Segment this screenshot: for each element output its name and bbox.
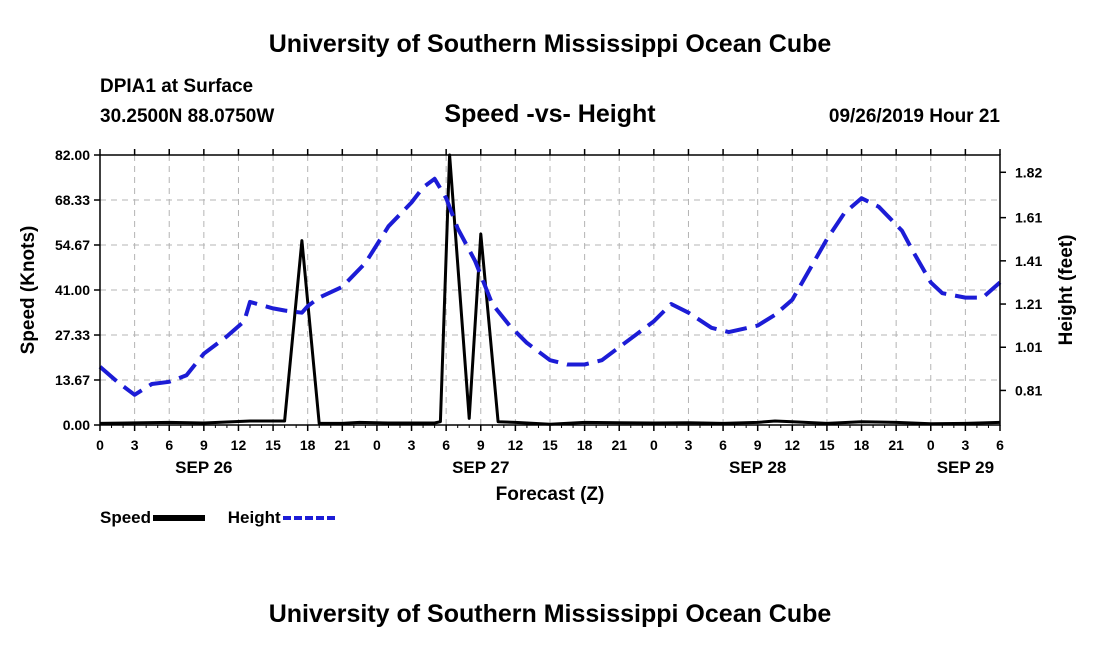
x-tick-label: 0 xyxy=(650,437,658,453)
series-lines xyxy=(98,153,1002,426)
x-tick-label: 18 xyxy=(300,437,316,453)
x-tick-label: 3 xyxy=(961,437,969,453)
x-tick-label: 6 xyxy=(719,437,727,453)
y-tick-label: 82.00 xyxy=(55,147,90,163)
x-tick-label: 9 xyxy=(477,437,485,453)
axis-ticks xyxy=(94,149,1006,431)
x-tick-label: 12 xyxy=(785,437,801,453)
x-date-label: SEP 29 xyxy=(937,458,994,477)
x-tick-label: 0 xyxy=(96,437,104,453)
x-tick-label: 6 xyxy=(442,437,450,453)
x-tick-label: 21 xyxy=(335,437,351,453)
x-tick-label: 21 xyxy=(888,437,904,453)
legend-swatch-height xyxy=(282,516,335,520)
x-tick-label: 9 xyxy=(754,437,762,453)
x-date-label: SEP 28 xyxy=(729,458,786,477)
x-tick-label: 9 xyxy=(200,437,208,453)
x-tick-label: 12 xyxy=(231,437,247,453)
y-tick-label: 0.00 xyxy=(63,417,90,433)
page-title: University of Southern Mississippi Ocean… xyxy=(268,30,832,58)
x-tick-label: 0 xyxy=(373,437,381,453)
footer-title: University of Southern Mississippi Ocean… xyxy=(268,600,832,628)
x-tick-label: 6 xyxy=(165,437,173,453)
legend-item-speed: Speed xyxy=(100,508,206,528)
y2-tick-label: 1.61 xyxy=(1015,210,1042,226)
y2-tick-label: 1.41 xyxy=(1015,253,1042,269)
legend-label-speed: Speed xyxy=(100,508,152,527)
grid xyxy=(100,155,1000,425)
legend-label-height: Height xyxy=(227,508,281,527)
x-date-label: SEP 27 xyxy=(452,458,509,477)
y-tick-label: 68.33 xyxy=(55,192,90,208)
x-tick-label: 3 xyxy=(408,437,416,453)
y2-axis-title: Height (feet) xyxy=(1056,235,1077,346)
series-line-speed xyxy=(99,153,1001,426)
x-axis-title: Forecast (Z) xyxy=(496,484,605,505)
station-name: DPIA1 at Surface xyxy=(100,76,254,97)
x-tick-label: 15 xyxy=(265,437,281,453)
y-tick-label: 54.67 xyxy=(55,237,90,253)
x-tick-label: 3 xyxy=(131,437,139,453)
x-date-label: SEP 26 xyxy=(175,458,232,477)
y-tick-label: 13.67 xyxy=(55,372,90,388)
axis-labels: 0 3 6 9 12 15 18 21 0 3 6 9 12 15 18 21 0 3 6 9 12 15 18 21 0 3 6 0… xyxy=(18,147,1077,505)
chart-title: Speed -vs- Height xyxy=(444,100,656,128)
y2-tick-label: 1.82 xyxy=(1015,164,1042,180)
forecast-datetime: 09/26/2019 Hour 21 xyxy=(828,106,1000,127)
x-tick-label: 18 xyxy=(577,437,593,453)
y-axis-title: Speed (Knots) xyxy=(18,226,39,355)
series-line-height xyxy=(98,176,1002,397)
y-tick-label: 27.33 xyxy=(55,327,90,343)
y2-tick-label: 1.01 xyxy=(1015,339,1042,355)
x-tick-label: 3 xyxy=(685,437,693,453)
y2-tick-label: 0.81 xyxy=(1015,382,1042,398)
legend-swatch-speed xyxy=(153,515,206,521)
y-tick-label: 41.00 xyxy=(55,282,90,298)
x-tick-label: 18 xyxy=(854,437,870,453)
x-tick-label: 15 xyxy=(542,437,558,453)
x-tick-label: 12 xyxy=(508,437,524,453)
x-tick-label: 6 xyxy=(996,437,1004,453)
legend: Speed Height xyxy=(100,508,353,528)
x-tick-label: 21 xyxy=(611,437,627,453)
station-coordinates: 30.2500N 88.0750W xyxy=(100,106,275,127)
y2-tick-label: 1.21 xyxy=(1015,296,1042,312)
legend-item-height: Height xyxy=(228,508,335,528)
x-tick-label: 15 xyxy=(819,437,835,453)
x-tick-label: 0 xyxy=(927,437,935,453)
